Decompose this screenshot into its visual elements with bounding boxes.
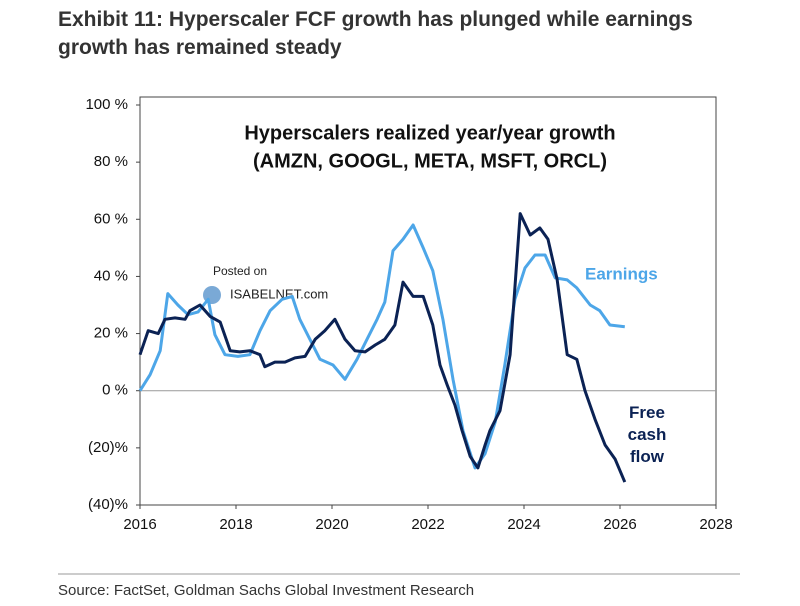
x-tick-label: 2022: [411, 516, 444, 533]
series-label: Free cash flow: [627, 403, 667, 466]
chart-title: Exhibit 11: Hyperscaler FCF growth has p…: [58, 8, 693, 59]
source: Source: FactSet, Goldman Sachs Global In…: [58, 582, 475, 599]
y-tick-label: 80 %: [94, 153, 128, 170]
x-tick-label: 2018: [219, 516, 252, 533]
y-tick-label: 20 %: [94, 325, 128, 342]
y-tick-label: (40)%: [88, 496, 128, 513]
x-tick-label: 2020: [315, 516, 348, 533]
series-line: [138, 212, 627, 483]
x-tick-label: 2026: [603, 516, 636, 533]
watermark: Posted on: [213, 264, 267, 278]
y-tick-label: 0 %: [102, 382, 128, 399]
y-tick-label: 60 %: [94, 210, 128, 227]
x-tick-label: 2016: [123, 516, 156, 533]
chart-subtitle: (AMZN, GOOGL, META, MSFT, ORCL): [253, 150, 607, 172]
x-tick-label: 2028: [699, 516, 732, 533]
series-line: [138, 223, 625, 470]
y-tick-label: 40 %: [94, 267, 128, 284]
x-tick-label: 2024: [507, 516, 540, 533]
series-label: Earnings: [585, 264, 658, 283]
y-tick-label: (20)%: [88, 439, 128, 456]
watermark: ISABELNET.com: [230, 286, 328, 301]
y-tick-label: 100 %: [85, 96, 128, 113]
chart-subtitle: Hyperscalers realized year/year growth: [244, 122, 615, 144]
